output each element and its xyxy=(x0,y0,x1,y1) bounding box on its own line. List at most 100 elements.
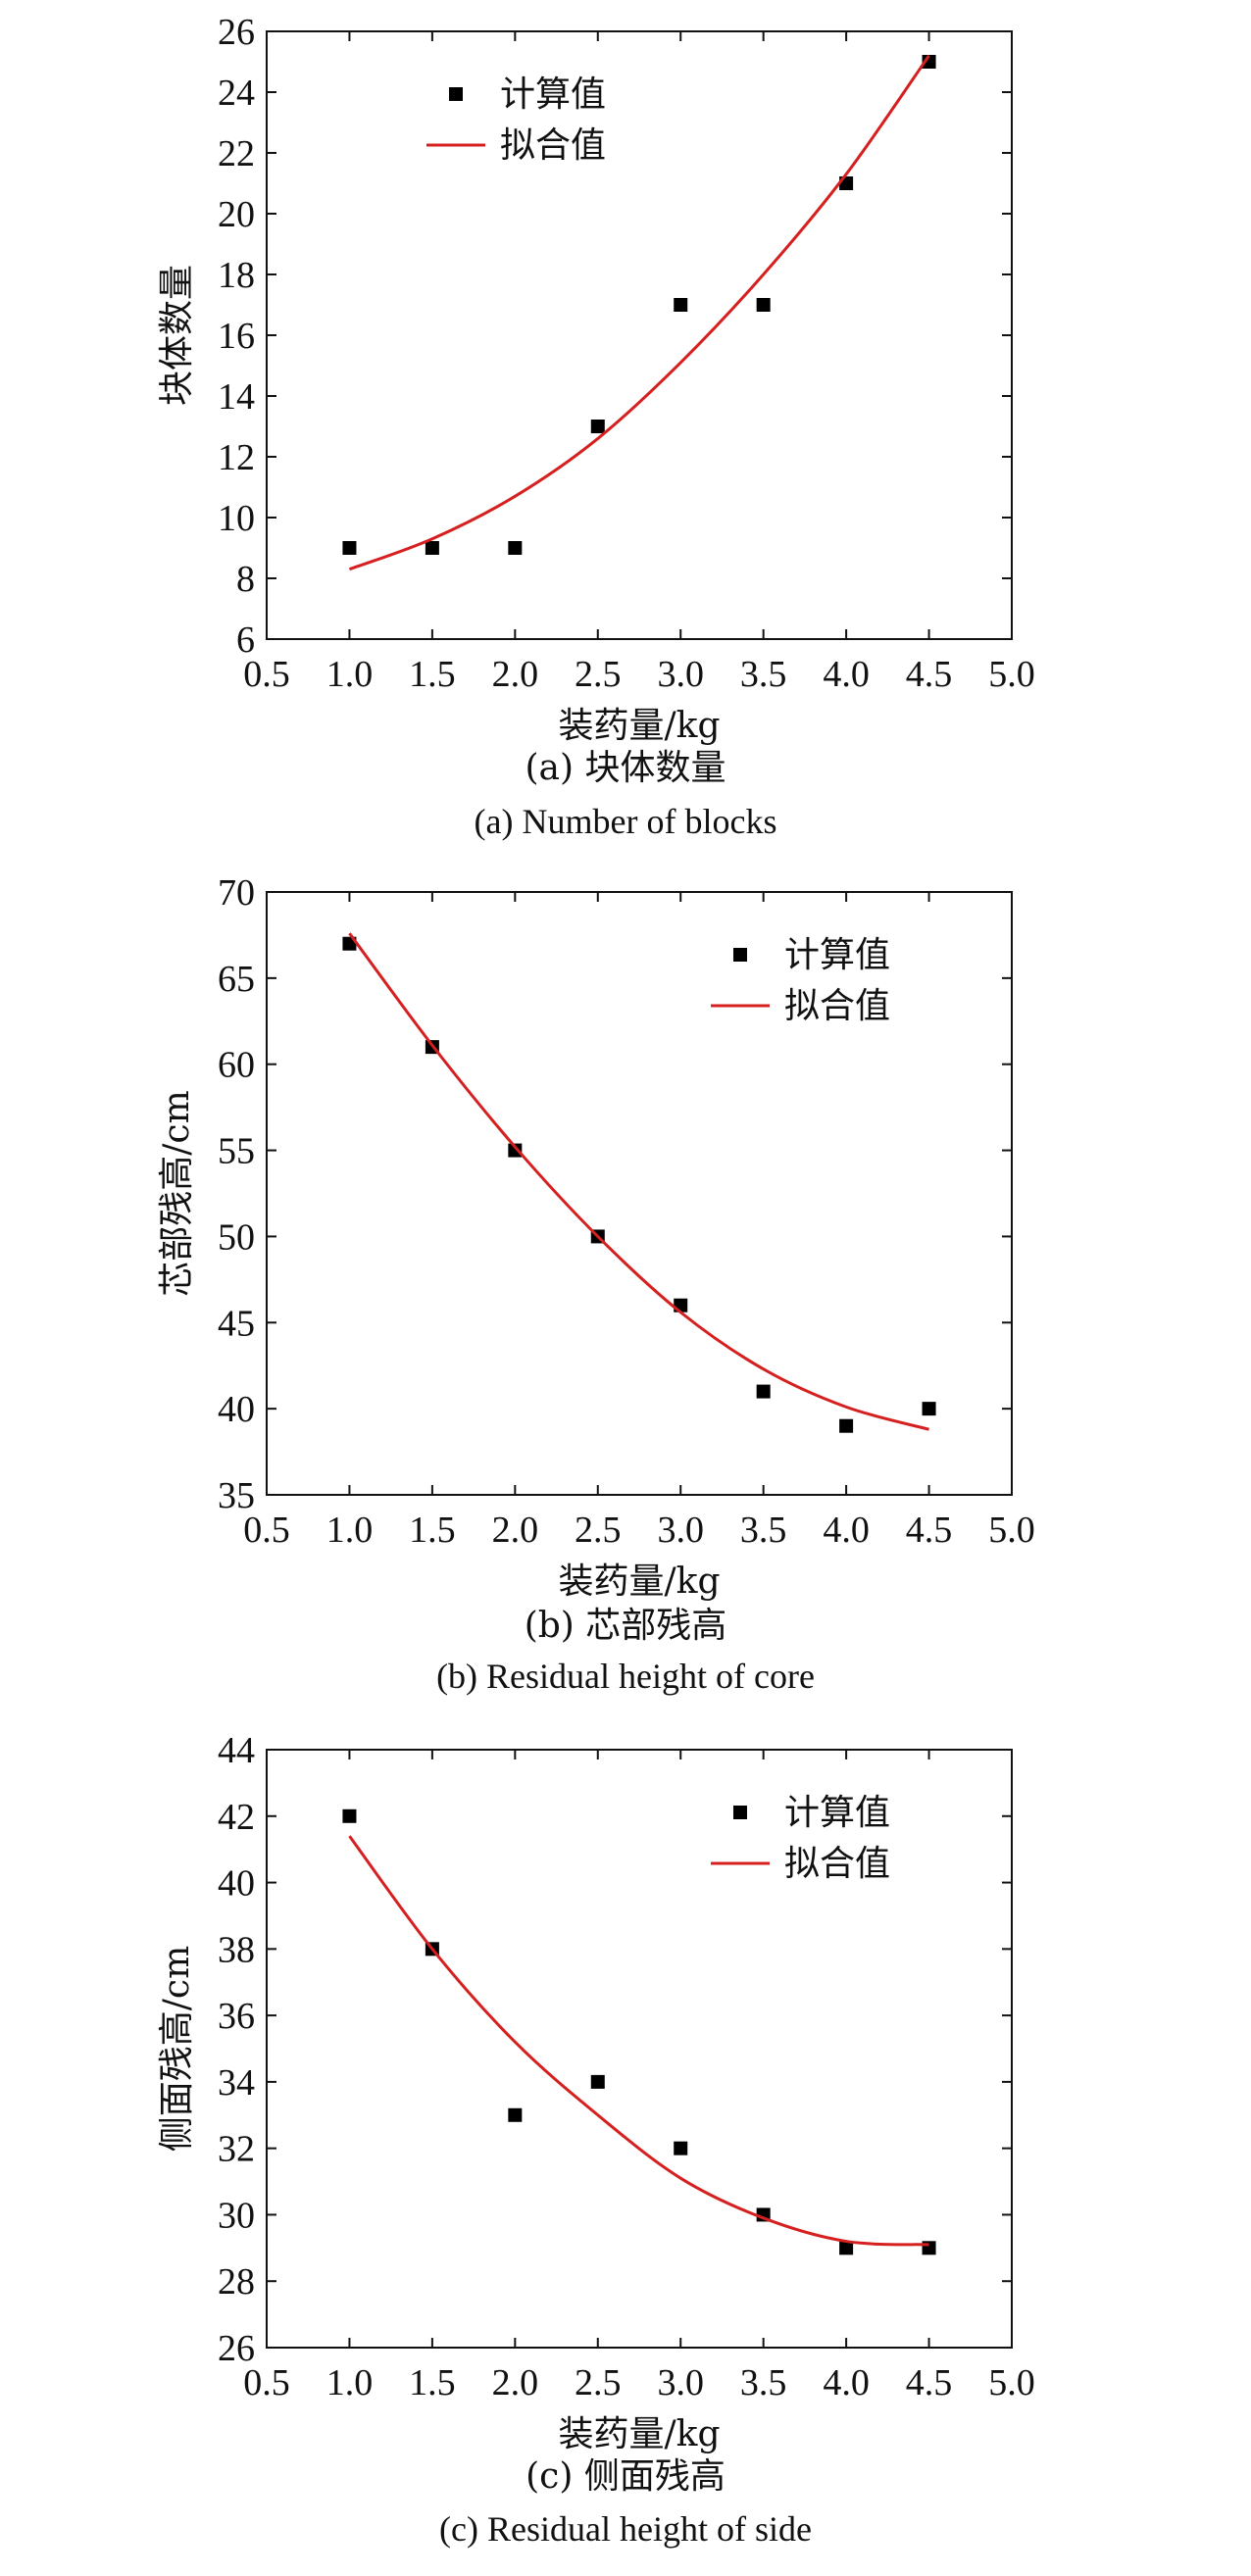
data-point xyxy=(508,2107,523,2122)
series-fit-curve xyxy=(348,54,930,571)
legend-label: 拟合值 xyxy=(784,986,890,1026)
x-axis-label: 装药量/kg xyxy=(559,706,721,746)
y-tick-label: 36 xyxy=(218,1996,255,2037)
caption-chinese: (b) 芯部残高 xyxy=(525,1606,727,1646)
data-point xyxy=(756,1384,771,1399)
caption-chinese: (c) 侧面残高 xyxy=(525,2456,726,2497)
x-tick-label: 1.5 xyxy=(409,2362,456,2403)
x-tick-label: 5.0 xyxy=(988,654,1035,695)
x-tick-label: 0.5 xyxy=(243,2362,290,2403)
x-tick-label: 1.0 xyxy=(326,654,374,695)
caption-english: (b) Residual height of core xyxy=(436,1657,815,1696)
series-computed-points xyxy=(342,55,936,555)
data-point xyxy=(342,541,357,555)
data-point xyxy=(839,1418,854,1433)
y-tick-label: 50 xyxy=(218,1216,255,1258)
data-point xyxy=(590,420,605,433)
x-tick-label: 1.0 xyxy=(326,2362,374,2403)
y-tick-label: 10 xyxy=(218,498,255,539)
y-tick-label: 16 xyxy=(218,316,255,357)
x-tick-label: 5.0 xyxy=(988,1510,1035,1551)
x-tick-label: 4.5 xyxy=(906,654,953,695)
caption-english: (c) Residual height of side xyxy=(439,2509,812,2549)
y-tick-label: 8 xyxy=(236,559,255,600)
data-point xyxy=(922,1402,936,1416)
legend-label: 计算值 xyxy=(784,1793,890,1833)
legend-label: 计算值 xyxy=(500,74,606,115)
data-point xyxy=(508,541,523,555)
y-tick-label: 60 xyxy=(218,1045,255,1086)
y-tick-label: 70 xyxy=(218,872,255,914)
x-tick-label: 4.5 xyxy=(906,2362,953,2403)
legend-label: 拟合值 xyxy=(784,1844,890,1884)
x-tick-label: 1.5 xyxy=(409,654,456,695)
legend-marker-swatch xyxy=(449,87,463,101)
y-tick-label: 34 xyxy=(218,2062,255,2104)
x-tick-label: 1.0 xyxy=(326,1510,374,1551)
chart-panel-b: 0.5 1.0 1.5 2.0 2.5 3.0 3.5 4.0 4.5 5.0 35 40 45 50 55… xyxy=(157,872,1035,1696)
x-tick-label: 3.5 xyxy=(740,654,787,695)
x-tick-label: 5.0 xyxy=(988,2362,1035,2403)
y-axis-label: 侧面残高/cm xyxy=(157,1946,197,2152)
y-tick-label: 26 xyxy=(218,12,255,53)
data-point xyxy=(674,298,688,312)
series-fit-curve xyxy=(348,932,929,1431)
fit-curve-line xyxy=(348,932,929,1431)
chart-panel-c: 0.5 1.0 1.5 2.0 2.5 3.0 3.5 4.0 4.5 5.0 26 28 30 32 34… xyxy=(157,1730,1035,2549)
plot-frame xyxy=(266,1749,1013,2349)
x-tick-label: 2.5 xyxy=(575,1510,622,1551)
plot-frame xyxy=(266,891,1013,1496)
y-tick-label: 22 xyxy=(218,133,255,174)
caption-chinese: (a) 块体数量 xyxy=(525,748,726,788)
data-point xyxy=(508,1143,523,1158)
y-tick-label: 28 xyxy=(218,2261,255,2303)
x-tick-label: 3.5 xyxy=(740,1510,787,1551)
x-tick-label: 3.0 xyxy=(657,2362,704,2403)
data-point xyxy=(342,1808,357,1823)
y-axis-label: 芯部残高/cm xyxy=(157,1090,197,1296)
y-tick-label: 26 xyxy=(218,2328,255,2369)
data-point xyxy=(674,2141,688,2155)
y-tick-label: 30 xyxy=(218,2195,255,2236)
x-tick-label: 2.5 xyxy=(575,2362,622,2403)
x-tick-label: 4.0 xyxy=(823,2362,870,2403)
legend-marker-swatch xyxy=(733,1806,747,1819)
x-axis-label: 装药量/kg xyxy=(559,1561,721,1602)
x-tick-label: 4.0 xyxy=(823,1510,870,1551)
y-tick-label: 32 xyxy=(218,2129,255,2170)
data-point xyxy=(756,298,771,312)
caption-english: (a) Number of blocks xyxy=(475,802,777,841)
y-tick-label: 12 xyxy=(218,437,255,478)
y-tick-label: 6 xyxy=(236,619,255,661)
x-tick-label: 2.0 xyxy=(492,2362,539,2403)
y-axis-label: 块体数量 xyxy=(157,265,197,406)
x-tick-label: 0.5 xyxy=(243,1510,290,1551)
fit-curve-line xyxy=(348,1835,929,2247)
plot-frame xyxy=(266,30,1013,640)
x-tick-label: 2.0 xyxy=(492,1510,539,1551)
legend-label: 计算值 xyxy=(784,935,890,975)
series-fit-curve xyxy=(348,1835,929,2247)
data-point xyxy=(590,2074,605,2089)
y-tick-label: 14 xyxy=(218,376,255,418)
data-point xyxy=(425,541,439,555)
x-tick-label: 4.5 xyxy=(906,1510,953,1551)
x-axis-label: 装药量/kg xyxy=(559,2414,721,2454)
data-point xyxy=(839,2241,854,2255)
x-tick-label: 0.5 xyxy=(243,654,290,695)
x-tick-label: 1.5 xyxy=(409,1510,456,1551)
y-tick-label: 38 xyxy=(218,1929,255,1970)
y-tick-label: 18 xyxy=(218,255,255,296)
y-tick-label: 55 xyxy=(218,1131,255,1172)
y-tick-label: 42 xyxy=(218,1797,255,1838)
x-tick-label: 3.0 xyxy=(657,654,704,695)
y-tick-label: 20 xyxy=(218,194,255,235)
y-tick-label: 40 xyxy=(218,1389,255,1430)
y-tick-label: 45 xyxy=(218,1303,255,1344)
x-tick-label: 2.0 xyxy=(492,654,539,695)
fit-curve-line xyxy=(348,54,930,571)
